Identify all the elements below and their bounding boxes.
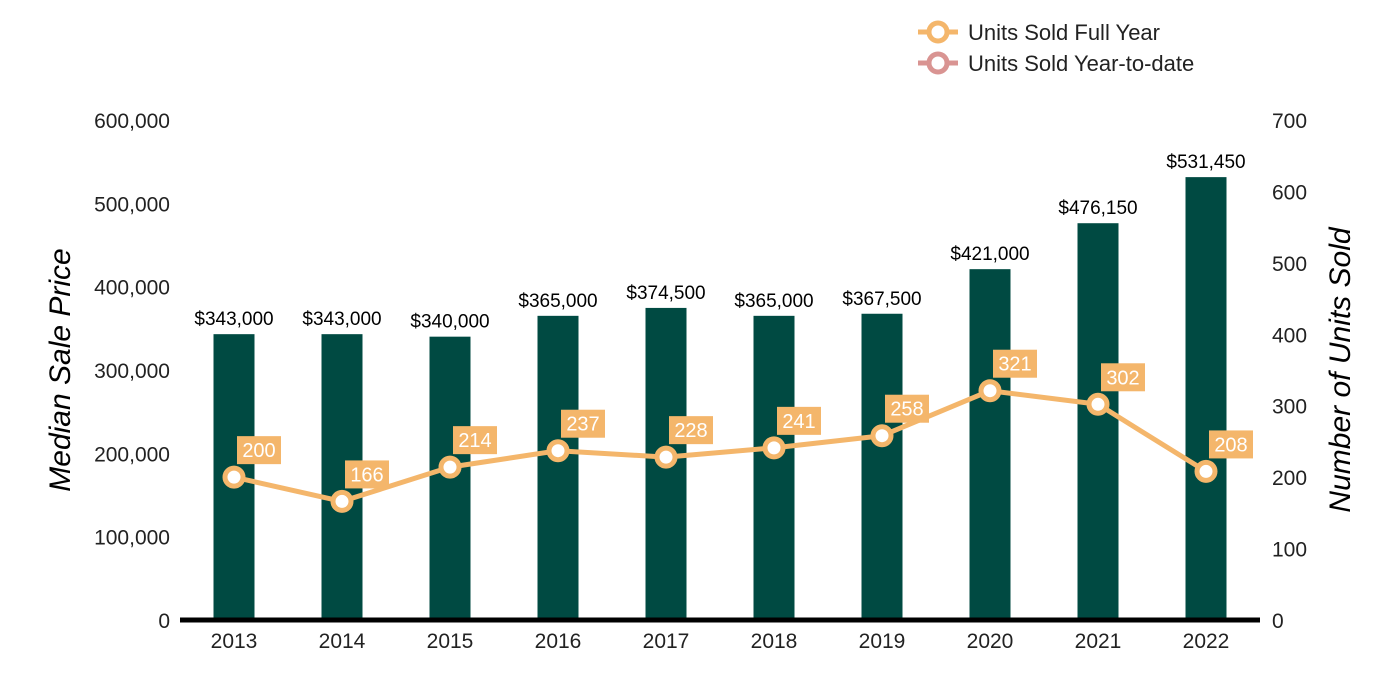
units-label-box-2020 xyxy=(993,349,1037,378)
bar-label-2013: $343,000 xyxy=(194,309,273,330)
bar-series xyxy=(213,177,1227,621)
y-right-tick-label: 0 xyxy=(1272,610,1284,633)
units-label-box-2022 xyxy=(1209,430,1253,459)
bar-label-2016: $365,000 xyxy=(518,291,597,312)
bar-2018 xyxy=(753,315,795,620)
y-left-tick-label: 300,000 xyxy=(94,360,170,383)
bar-2020 xyxy=(969,269,1011,620)
y-right-tick-label: 600 xyxy=(1272,181,1307,204)
units-point-2019[interactable] xyxy=(870,424,894,448)
units-point-2018[interactable] xyxy=(762,436,786,460)
y-left-tick-label: 500,000 xyxy=(94,193,170,216)
units-label-box-2017 xyxy=(669,416,713,445)
bar-label-2014: $343,000 xyxy=(302,309,381,330)
x-tick-labels: 2013 2014 2015 2016 2017 2018 2019 2020 2021 2022 xyxy=(211,630,1230,653)
legend-label-full-year: Units Sold Full Year xyxy=(968,20,1160,45)
x-tick-label-2013: 2013 xyxy=(211,630,258,653)
units-label-2015: 214 xyxy=(458,430,491,452)
units-label-box-2019 xyxy=(885,394,929,423)
y-right-tick-label: 300 xyxy=(1272,396,1307,419)
units-label-box-2015 xyxy=(453,426,497,455)
y-right-tick-labels: 0 100 200 300 400 500 600 700 xyxy=(1272,110,1307,633)
units-label-box-2014 xyxy=(345,460,389,489)
y-left-tick-label: 600,000 xyxy=(94,110,170,133)
units-label-2017: 228 xyxy=(674,420,707,442)
units-point-2015[interactable] xyxy=(438,455,462,479)
y-left-axis-title: Median Sale Price xyxy=(44,248,77,491)
units-sold-data-labels: 200 166 214 237 228 241 258 321 302 208 xyxy=(237,349,1253,489)
bar-2021 xyxy=(1077,223,1119,621)
y-right-tick-label: 700 xyxy=(1272,110,1307,133)
bar-label-2017: $374,500 xyxy=(626,283,705,304)
bar-label-2019: $367,500 xyxy=(842,289,921,310)
units-point-2017[interactable] xyxy=(654,445,678,469)
legend: Units Sold Full Year Units Sold Year-to-… xyxy=(918,20,1194,76)
units-label-2016: 237 xyxy=(566,414,599,436)
bar-2022 xyxy=(1185,177,1227,620)
legend-marker-ytd xyxy=(926,51,950,75)
units-label-2013: 200 xyxy=(242,440,275,462)
bar-label-2022: $531,450 xyxy=(1166,152,1245,173)
y-right-tick-label: 200 xyxy=(1272,467,1307,490)
units-point-2022[interactable] xyxy=(1194,459,1218,483)
units-label-box-2021 xyxy=(1101,363,1145,392)
units-label-2014: 166 xyxy=(350,464,383,486)
x-tick-label-2018: 2018 xyxy=(751,630,798,653)
x-tick-label-2015: 2015 xyxy=(427,630,474,653)
legend-entry-full-year[interactable]: Units Sold Full Year xyxy=(918,20,1160,45)
bar-label-2018: $365,000 xyxy=(734,291,813,312)
x-tick-label-2022: 2022 xyxy=(1183,630,1230,653)
units-label-box-2018 xyxy=(777,406,821,435)
bar-label-2015: $340,000 xyxy=(410,312,489,333)
x-tick-label-2014: 2014 xyxy=(319,630,366,653)
units-point-2020[interactable] xyxy=(978,379,1002,403)
units-label-box-2013 xyxy=(237,436,281,465)
units-sold-line xyxy=(233,388,1208,504)
y-left-tick-labels: 0 100,000 200,000 300,000 400,000 500,000 600,… xyxy=(94,110,170,633)
x-tick-label-2016: 2016 xyxy=(535,630,582,653)
units-label-2019: 258 xyxy=(890,399,923,421)
x-tick-label-2021: 2021 xyxy=(1075,630,1122,653)
legend-marker-full-year xyxy=(926,20,950,44)
bar-label-2020: $421,000 xyxy=(950,244,1029,265)
units-sold-points xyxy=(222,379,1218,513)
x-tick-label-2017: 2017 xyxy=(643,630,690,653)
x-tick-label-2020: 2020 xyxy=(967,630,1014,653)
units-point-2021[interactable] xyxy=(1086,392,1110,416)
y-right-tick-label: 100 xyxy=(1272,539,1307,562)
y-right-tick-label: 400 xyxy=(1272,324,1307,347)
legend-entry-ytd[interactable]: Units Sold Year-to-date xyxy=(918,51,1194,76)
units-label-2021: 302 xyxy=(1106,367,1139,389)
units-point-2014[interactable] xyxy=(330,489,354,513)
units-label-2018: 241 xyxy=(782,411,815,433)
y-left-tick-label: 200,000 xyxy=(94,443,170,466)
bar-2019 xyxy=(861,313,903,620)
bar-label-2021: $476,150 xyxy=(1058,198,1137,219)
bar-2016 xyxy=(537,315,579,620)
x-tick-label-2019: 2019 xyxy=(859,630,906,653)
y-right-axis-title: Number of Units Sold xyxy=(1324,226,1357,512)
y-left-tick-label: 400,000 xyxy=(94,277,170,300)
units-point-2016[interactable] xyxy=(546,439,570,463)
legend-label-ytd: Units Sold Year-to-date xyxy=(968,51,1194,76)
y-left-tick-label: 100,000 xyxy=(94,527,170,550)
y-left-tick-label: 0 xyxy=(158,610,170,633)
units-label-2022: 208 xyxy=(1214,434,1247,456)
y-right-tick-label: 500 xyxy=(1272,253,1307,276)
units-label-box-2016 xyxy=(561,409,605,438)
units-point-2013[interactable] xyxy=(222,465,246,489)
bar-data-labels: $343,000 $343,000 $340,000 $365,000 $374,500… xyxy=(194,152,1245,333)
units-label-2020: 321 xyxy=(998,354,1031,376)
